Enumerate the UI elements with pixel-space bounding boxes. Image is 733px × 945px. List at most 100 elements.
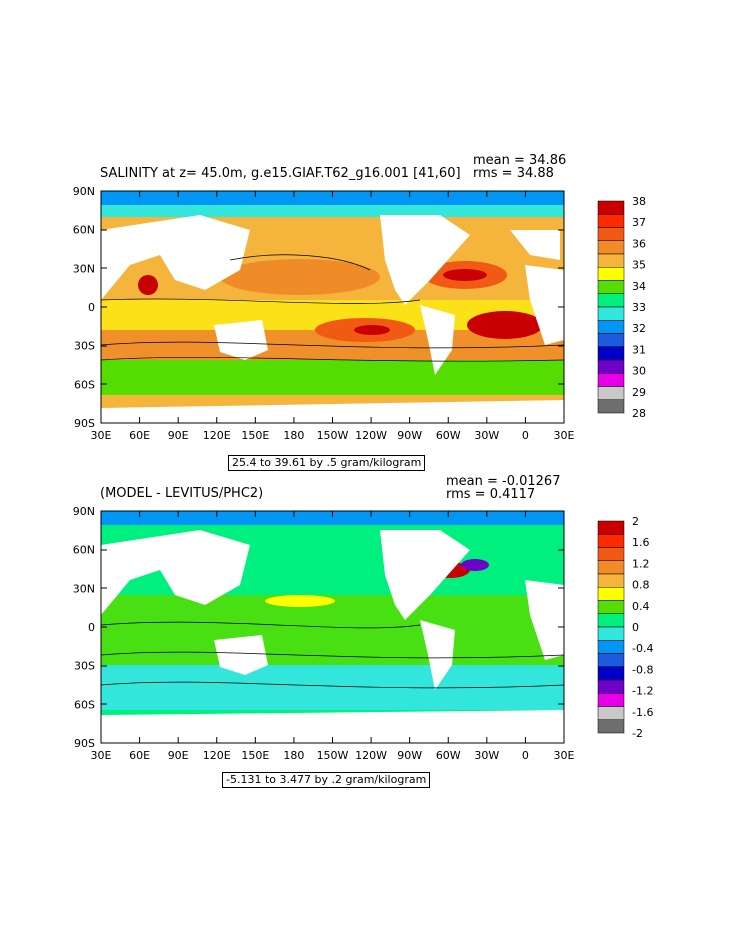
colorbar-swatch [597, 267, 625, 281]
colorbar-swatch [597, 547, 625, 561]
colorbar-swatch [597, 653, 625, 667]
colorbar-label: 0.8 [632, 579, 650, 592]
difference-map: 30E 60E 90E 120E 150E 180 150W 120W 90W 60W 30W 0 30… [73, 505, 654, 762]
colorbar-swatch [597, 560, 625, 575]
contour-range-label: 25.4 to 39.61 by .5 gram/kilogram [228, 455, 426, 471]
colorbar-swatch [597, 240, 625, 255]
colorbar-swatch [597, 534, 625, 548]
colorbar-label: 33 [632, 301, 646, 314]
colorbar-swatch [597, 719, 625, 734]
x-tick-label: 30W [474, 429, 499, 442]
x-tick-label: 150E [241, 429, 269, 442]
x-tick-label: 60E [129, 429, 150, 442]
y-tick-label: 30N [73, 262, 95, 275]
colorbar-label: 1.6 [632, 536, 650, 549]
rms-label: rms = 0.4117 [446, 487, 536, 502]
x-tick-label: 90W [397, 749, 422, 762]
colorbar-swatch [597, 520, 625, 535]
colorbar-label: 38 [632, 195, 646, 208]
colorbar-label: 1.2 [632, 557, 650, 570]
colorbar-label: -1.6 [632, 706, 653, 719]
y-tick-label: 30S [74, 340, 95, 353]
colorbar-label: -0.8 [632, 663, 653, 676]
colorbar-swatch [597, 573, 625, 588]
y-tick-label: 0 [88, 621, 95, 634]
colorbar-label: 34 [632, 280, 646, 293]
mean-label: mean = -0.01267 [446, 474, 561, 489]
colorbar-label: -2 [632, 727, 643, 740]
x-tick-label: 30E [554, 429, 575, 442]
colorbar-label: 31 [632, 343, 646, 356]
contour-range-label: -5.131 to 3.477 by .2 gram/kilogram [222, 772, 431, 788]
x-tick-label: 30W [474, 749, 499, 762]
x-tick-label: 150W [317, 749, 349, 762]
colorbar-swatch [597, 333, 625, 347]
x-tick-label: 120W [355, 749, 387, 762]
y-tick-label: 30N [73, 582, 95, 595]
colorbar-swatch [597, 200, 625, 215]
colorbar-swatch [597, 399, 625, 414]
y-tick-label: 90N [73, 185, 95, 198]
colorbar-swatch [597, 693, 625, 707]
x-tick-label: 120E [203, 429, 231, 442]
x-tick-label: 90E [168, 429, 189, 442]
colorbar-label: 2 [632, 515, 639, 528]
x-tick-label: 30E [91, 749, 112, 762]
x-tick-label: 180 [283, 749, 304, 762]
colorbar-label: 35 [632, 259, 646, 272]
colorbar-label: -0.4 [632, 642, 653, 655]
colorbar-swatch [597, 600, 625, 614]
x-tick-label: 90W [397, 429, 422, 442]
y-tick-label: 90S [74, 737, 95, 750]
x-tick-label: 0 [522, 429, 529, 442]
colorbar-label: 28 [632, 407, 646, 420]
colorbar-label: 30 [632, 365, 646, 378]
difference-panel: (MODEL - LEVITUS/PHC2) mean = -0.01267 r… [0, 475, 733, 945]
y-tick-label: 60N [73, 544, 95, 557]
x-tick-label: 60W [436, 429, 461, 442]
x-tick-label: 120W [355, 429, 387, 442]
colorbar-swatch [597, 587, 625, 601]
colorbar-label: 29 [632, 386, 646, 399]
colorbar-swatch [597, 359, 625, 374]
salinity-map: 30E 60E 90E 120E 150E 180 150W 120W 90W 60W 30W 0 30… [73, 185, 646, 442]
x-tick-label: 0 [522, 749, 529, 762]
colorbar-swatch [597, 227, 625, 241]
panel-title: SALINITY at z= 45.0m, g.e15.GIAF.T62_g16… [100, 166, 461, 181]
colorbar-swatch [597, 666, 625, 681]
x-tick-label: 30E [91, 429, 112, 442]
colorbar-swatch [597, 293, 625, 308]
salinity-panel: SALINITY at z= 45.0m, g.e15.GIAF.T62_g16… [73, 153, 646, 471]
y-tick-label: 30S [74, 660, 95, 673]
colorbar-swatch [597, 373, 625, 387]
colorbar-swatch [597, 626, 625, 641]
colorbar-label: 0 [632, 621, 639, 634]
y-tick-label: 0 [88, 301, 95, 314]
panel-title: (MODEL - LEVITUS/PHC2) [100, 486, 264, 501]
mean-label: mean = 34.86 [473, 153, 567, 168]
x-tick-label: 120E [203, 749, 231, 762]
x-tick-label: 150E [241, 749, 269, 762]
colorbar-label: 32 [632, 322, 646, 335]
colorbar-swatch [597, 706, 625, 720]
colorbar-label: 37 [632, 216, 646, 229]
colorbar-swatch [597, 613, 625, 628]
x-tick-label: 60E [129, 749, 150, 762]
x-tick-label: 90E [168, 749, 189, 762]
colorbar-label: 36 [632, 237, 646, 250]
y-tick-label: 90N [73, 505, 95, 518]
colorbar-label: -1.2 [632, 685, 653, 698]
y-tick-label: 60N [73, 224, 95, 237]
colorbar-label: 0.4 [632, 600, 650, 613]
y-tick-label: 60S [74, 698, 95, 711]
colorbar-swatch [597, 253, 625, 268]
colorbar-swatch [597, 640, 625, 654]
x-tick-label: 60W [436, 749, 461, 762]
colorbar-swatch [597, 346, 625, 361]
y-tick-label: 60S [74, 378, 95, 391]
colorbar-swatch [597, 320, 625, 334]
rms-label: rms = 34.88 [473, 166, 554, 181]
x-tick-label: 30E [554, 749, 575, 762]
colorbar-swatch [597, 386, 625, 400]
colorbar-swatch [597, 679, 625, 694]
